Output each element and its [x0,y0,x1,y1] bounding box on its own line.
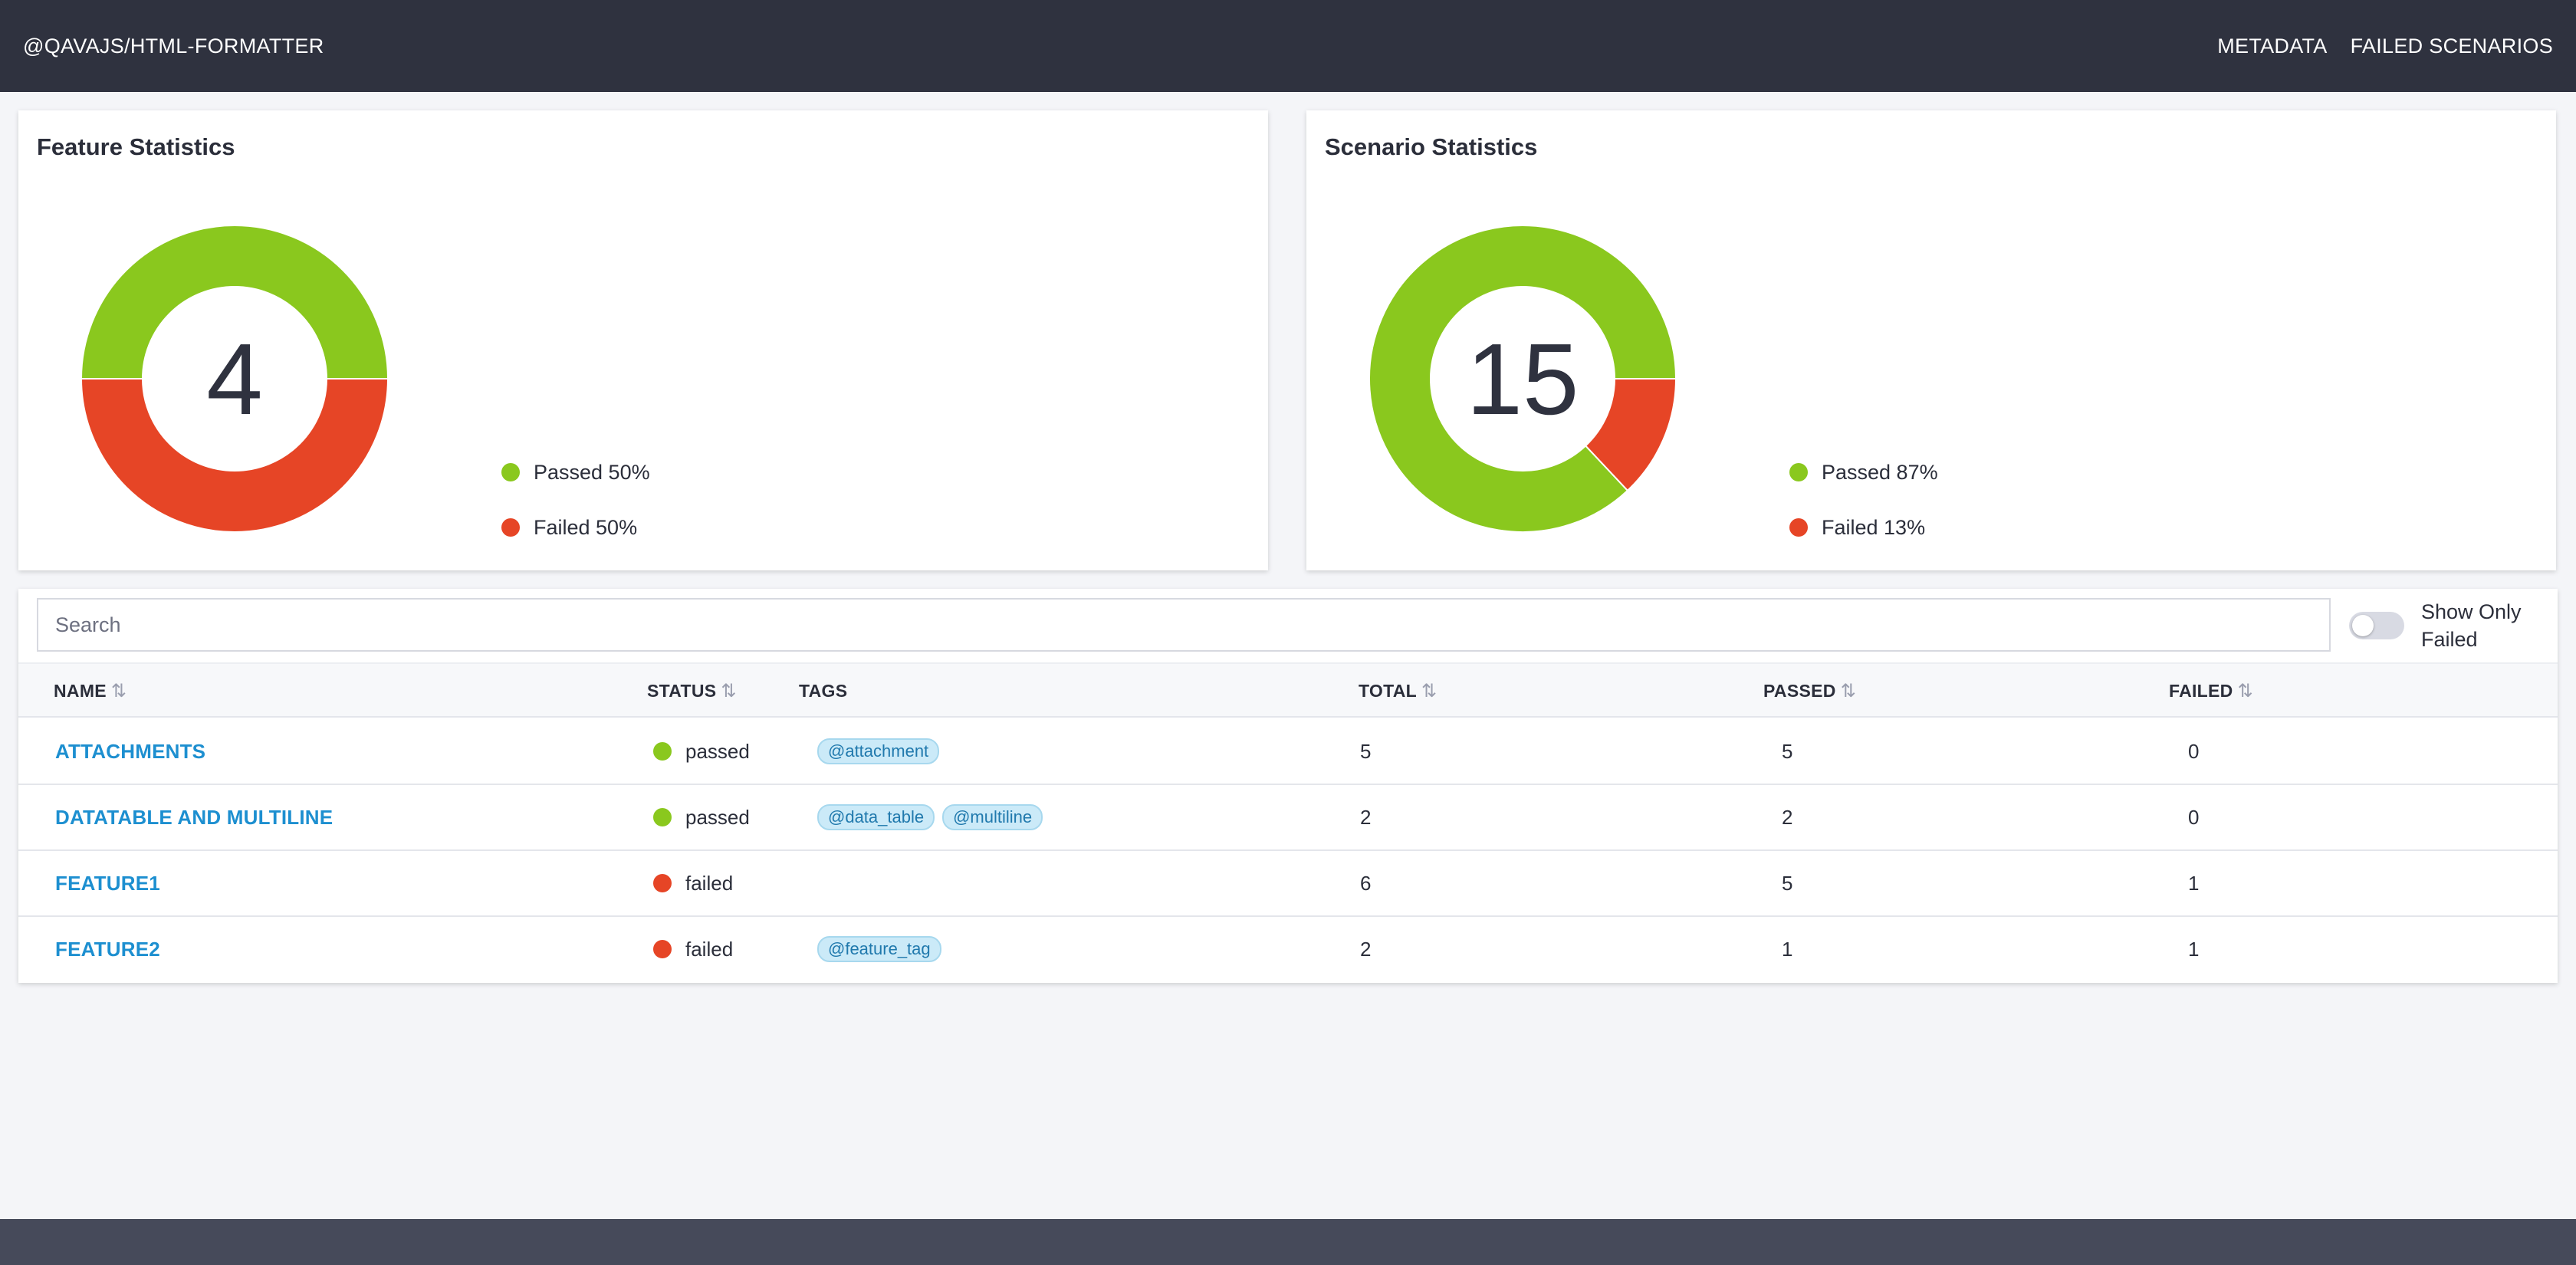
total-count-cell: 2 [1360,805,1372,829]
toggle-knob [2352,615,2374,636]
failed-dot-icon [653,940,672,958]
table-row: FEATURE2 failed @feature_tag 2 1 1 [18,917,2558,983]
column-label-total: TOTAL [1359,680,1418,701]
donut-slice-passed [80,225,389,380]
sort-icon[interactable]: ⇅ [2237,680,2254,702]
table-row: DATATABLE AND MULTILINE passed @data_table… [18,785,2558,851]
failed-dot-icon [1789,518,1808,537]
top-bar: @QAVAJS/HTML-FORMATTER METADATA FAILED S… [0,0,2576,92]
feature-name-link[interactable]: ATTACHMENTS [55,739,206,763]
show-only-failed-toggle[interactable] [2349,612,2404,639]
total-count-cell: 2 [1360,937,1372,961]
feature-statistics-legend: Passed 50% Failed 50% [501,445,650,555]
failed-dot-icon [653,874,672,892]
scenario-statistics-title: Scenario Statistics [1325,133,1538,160]
tags-cell: @data_table @multiline [817,785,1050,849]
tag-badge: @multiline [942,804,1043,830]
feature-statistics-donut [80,225,389,533]
column-header-tags: TAGS [799,664,847,718]
failed-count-cell: 0 [2188,739,2200,763]
legend-label-failed: Failed 50% [534,515,638,539]
show-only-failed-label: Show Only Failed [2421,600,2522,651]
donut-slice-passed [1368,225,1677,533]
feature-total-count: 4 [206,322,263,435]
feature-name-link[interactable]: FEATURE2 [55,937,160,961]
scenario-statistics-card: Scenario Statistics 15 Passed 87% Failed… [1306,110,2556,570]
column-label-name: NAME [54,680,107,701]
scenario-total-count: 15 [1466,322,1579,435]
status-cell: failed [653,851,733,915]
legend-item-failed: Failed 50% [501,500,650,555]
column-header-name[interactable]: NAME ⇅ [54,664,127,718]
column-header-status[interactable]: STATUS ⇅ [647,664,737,718]
legend-label-passed: Passed 50% [534,460,650,484]
failed-dot-icon [501,518,520,537]
tag-badge: @feature_tag [817,936,941,962]
feature-name-link[interactable]: FEATURE1 [55,871,160,895]
tag-badge: @attachment [817,738,940,764]
column-label-passed: PASSED [1763,680,1836,701]
column-label-status: STATUS [647,680,717,701]
legend-label-failed: Failed 13% [1822,515,1926,539]
scenario-statistics-legend: Passed 87% Failed 13% [1789,445,1938,555]
table-row: ATTACHMENTS passed @attachment 5 5 0 [18,719,2558,785]
feature-name-link[interactable]: DATATABLE AND MULTILINE [55,805,334,829]
column-header-total[interactable]: TOTAL ⇅ [1359,664,1437,718]
top-nav: METADATA FAILED SCENARIOS [2217,34,2553,58]
legend-item-passed: Passed 87% [1789,445,1938,500]
legend-label-passed: Passed 87% [1822,460,1938,484]
show-only-failed-control: Show Only Failed [2349,598,2544,653]
status-text: failed [685,871,734,895]
table-row: FEATURE1 failed 6 5 1 [18,851,2558,917]
failed-count-cell: 1 [2188,937,2200,961]
nav-failed-scenarios[interactable]: FAILED SCENARIOS [2350,34,2553,58]
passed-dot-icon [1789,463,1808,481]
column-header-passed[interactable]: PASSED ⇅ [1763,664,1856,718]
tag-badge: @data_table [817,804,935,830]
status-text: passed [685,739,750,763]
failed-count-cell: 0 [2188,805,2200,829]
column-label-failed: FAILED [2169,680,2233,701]
passed-count-cell: 2 [1782,805,1793,829]
status-text: failed [685,937,734,961]
status-text: passed [685,805,750,829]
sort-icon[interactable]: ⇅ [1840,680,1857,702]
feature-name-cell: ATTACHMENTS [55,719,205,784]
feature-name-cell: FEATURE1 [55,851,160,915]
passed-dot-icon [501,463,520,481]
passed-dot-icon [653,808,672,826]
feature-statistics-card: Feature Statistics 4 Passed 50% Failed 5… [18,110,1268,570]
status-cell: passed [653,785,750,849]
feature-name-cell: FEATURE2 [55,917,160,981]
app-brand: @QAVAJS/HTML-FORMATTER [23,34,324,58]
sort-icon[interactable]: ⇅ [721,680,737,702]
donut-slice-failed [80,378,389,533]
passed-count-cell: 1 [1782,937,1793,961]
scenario-statistics-donut [1368,225,1677,533]
feature-statistics-title: Feature Statistics [37,133,235,160]
column-label-tags: TAGS [799,680,848,701]
tags-cell: @attachment [817,719,947,784]
status-cell: failed [653,917,733,981]
table-header: NAME ⇅ STATUS ⇅ TAGS TOTAL ⇅ PASSED ⇅ FA… [18,662,2558,718]
donut-slice-failed [1584,378,1677,492]
nav-metadata[interactable]: METADATA [2217,34,2328,58]
legend-item-passed: Passed 50% [501,445,650,500]
features-table-card: Show Only Failed NAME ⇅ STATUS ⇅ TAGS TO… [18,589,2558,983]
passed-count-cell: 5 [1782,871,1793,895]
status-cell: passed [653,719,750,784]
feature-name-cell: DATATABLE AND MULTILINE [55,785,333,849]
failed-count-cell: 1 [2188,871,2200,895]
legend-item-failed: Failed 13% [1789,500,1938,555]
total-count-cell: 6 [1360,871,1372,895]
total-count-cell: 5 [1360,739,1372,763]
sort-icon[interactable]: ⇅ [1421,680,1438,702]
sort-icon[interactable]: ⇅ [110,680,127,702]
column-header-failed[interactable]: FAILED ⇅ [2169,664,2253,718]
passed-dot-icon [653,742,672,761]
footer-bar [0,1219,2576,1265]
tags-cell: @feature_tag [817,917,949,981]
passed-count-cell: 5 [1782,739,1793,763]
search-input[interactable] [37,598,2331,652]
